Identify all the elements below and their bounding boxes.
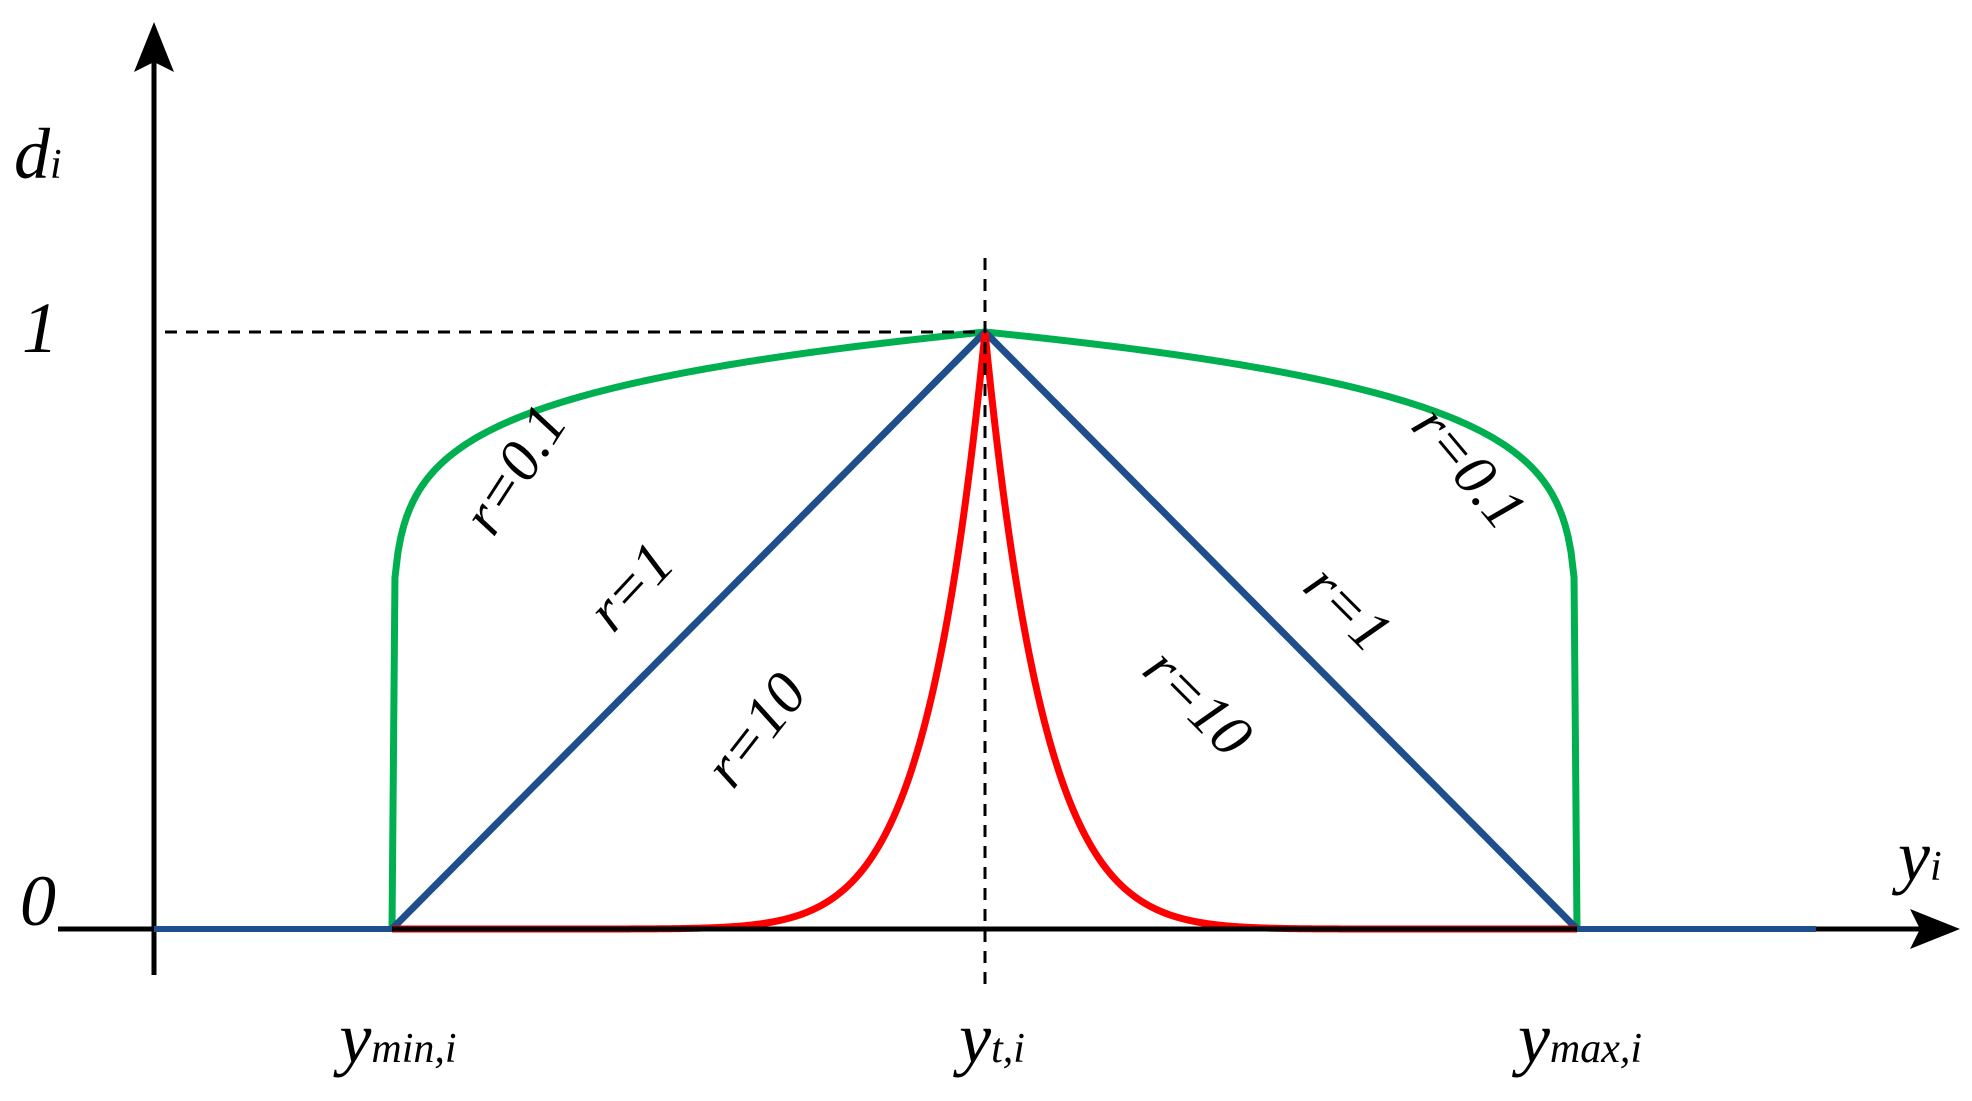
x-min: ymin,i <box>332 998 456 1078</box>
x-arrow <box>1910 909 1960 949</box>
x-max-base: y <box>1511 998 1550 1078</box>
y-label: di <box>14 114 62 194</box>
curve-label-right: r=1 <box>1292 551 1405 664</box>
curve-right <box>982 329 1580 932</box>
curve-right <box>984 328 1581 930</box>
x-label-sub: i <box>1930 844 1942 890</box>
curve-label-right: r=10 <box>1131 635 1265 769</box>
x-target: yt,i <box>952 998 1025 1078</box>
x-target-sub: t,i <box>991 1026 1025 1072</box>
y-label-base: d <box>14 114 51 194</box>
curve-label-left: r=10 <box>691 661 819 799</box>
curve-left <box>389 329 988 932</box>
x-min-sub: min,i <box>371 1026 456 1072</box>
curve-label-right: r=0.1 <box>1399 393 1539 542</box>
x-target-base: y <box>952 998 991 1078</box>
x-max: ymax,i <box>1511 998 1642 1078</box>
curve-label-left: r=0.1 <box>449 393 580 545</box>
x-min-base: y <box>332 998 371 1078</box>
curve-label-left: r=1 <box>574 530 686 644</box>
y-label-sub: i <box>50 142 62 188</box>
y-one: 1 <box>22 288 58 368</box>
x-max-sub: max,i <box>1550 1026 1642 1072</box>
y-arrow <box>134 22 174 72</box>
y-zero: 0 <box>20 861 56 941</box>
curves <box>388 328 1581 933</box>
x-label-base: y <box>1891 816 1930 896</box>
curve-left <box>388 328 986 930</box>
x-label: yi <box>1891 816 1942 896</box>
